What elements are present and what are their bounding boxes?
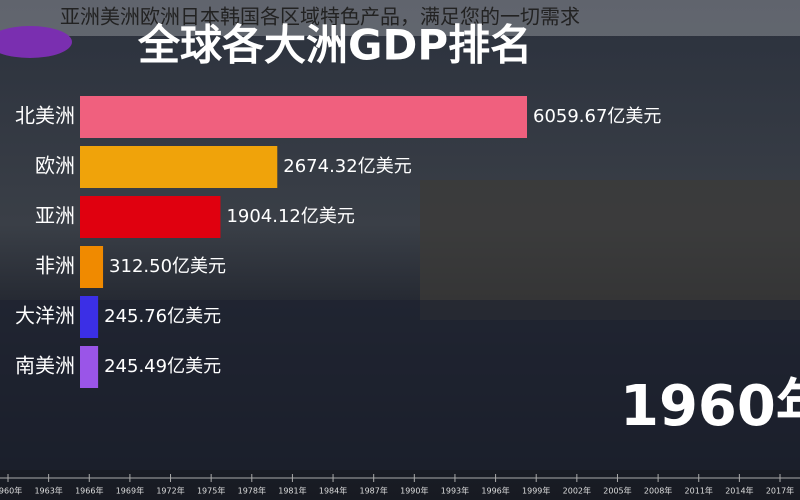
timeline-label: 2011年 [685, 486, 713, 496]
bar [80, 346, 99, 388]
category-label: 欧洲 [35, 154, 75, 178]
bar [80, 296, 99, 338]
timeline-label: 1972年 [156, 486, 184, 496]
bar [80, 196, 221, 238]
category-label: 北美洲 [15, 104, 75, 128]
timeline-label: 1993年 [441, 486, 469, 496]
value-label: 245.49亿美元 [104, 356, 221, 377]
year-label: 1960年 [620, 374, 800, 439]
timeline-label: 2002年 [563, 486, 591, 496]
timeline-label: 1990年 [400, 486, 428, 496]
timeline-label: 1966年 [75, 486, 103, 496]
category-label: 非洲 [35, 254, 75, 278]
logo [0, 26, 72, 58]
value-label: 1904.12亿美元 [226, 206, 354, 227]
timeline-label: 1984年 [319, 486, 347, 496]
chart-title: 全球各大洲GDP排名 [137, 21, 532, 70]
timeline-label: 1960年 [0, 486, 22, 496]
value-label: 6059.67亿美元 [533, 106, 661, 127]
timeline-label: 2005年 [603, 486, 631, 496]
bar [80, 96, 527, 138]
caption-band [0, 0, 800, 36]
timeline-label: 1996年 [481, 486, 509, 496]
timeline-label: 1987年 [360, 486, 388, 496]
timeline-label: 1963年 [34, 486, 62, 496]
value-label: 245.76亿美元 [104, 306, 221, 327]
timeline-label: 2008年 [644, 486, 672, 496]
water [0, 300, 800, 470]
timeline-label: 2014年 [725, 486, 753, 496]
value-label: 312.50亿美元 [109, 256, 226, 277]
timeline-label: 1978年 [238, 486, 266, 496]
value-label: 2674.32亿美元 [283, 156, 411, 177]
caption: 亚洲美洲欧洲日本韩国各区域特色产品，满足您的一切需求 [60, 5, 580, 29]
timeline-label: 1981年 [278, 486, 306, 496]
bar [80, 146, 278, 188]
category-label: 南美洲 [15, 354, 75, 378]
timeline-label: 1975年 [197, 486, 225, 496]
timeline-label: 1969年 [116, 486, 144, 496]
category-label: 大洋洲 [15, 304, 75, 328]
bar [80, 246, 104, 288]
timeline-label: 1999年 [522, 486, 550, 496]
timeline-label: 2017年 [766, 486, 794, 496]
city-backdrop [420, 180, 800, 320]
category-label: 亚洲 [35, 204, 75, 228]
